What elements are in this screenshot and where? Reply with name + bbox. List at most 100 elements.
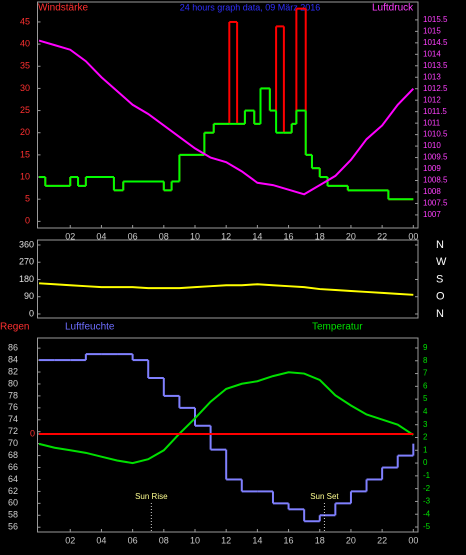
y2-tick-label: -3 [423,497,431,506]
series-label: Windstärke [38,3,88,14]
x-tick-label: 10 [190,535,200,545]
y-tick-label: 62 [8,486,18,496]
y-tick-label: 15 [20,149,30,159]
y2-tick-label: -4 [423,509,431,518]
y2-tick-label: 2 [423,433,428,442]
y2-tick-label: -1 [423,471,431,480]
y-tick-label: 0 [25,216,30,226]
y-tick-label: 45 [20,16,30,26]
y-tick-label: 84 [8,354,18,364]
y-tick-label: 60 [8,498,18,508]
series-label: Regen [0,322,29,333]
y2-tick-label: 1015 [423,26,441,35]
annotation: Sun Set [310,492,339,501]
series-line [38,282,414,296]
y-tick-label: 40 [20,38,30,48]
x-tick-label: 04 [96,231,106,241]
y2-tick-label: 1014.5 [423,38,448,47]
x-tick-label: 20 [346,231,356,241]
y-tick-label: 90 [24,291,34,301]
x-tick-label: 12 [221,535,231,545]
y2-tick-label: -2 [423,484,431,493]
y2-tick-label: 1007.5 [423,199,448,208]
x-tick-label: 02 [65,535,75,545]
y2-tick-label: 1015.5 [423,15,448,24]
plot-frame [37,239,419,319]
y2-tick-label: 1013 [423,72,441,81]
x-tick-label: 16 [284,231,294,241]
x-tick-label: 02 [65,231,75,241]
x-tick-label: 00 [408,535,418,545]
y2-tick-label: -5 [423,522,431,531]
y2-tick-label: 1007 [423,210,441,219]
y-tick-label: 0 [29,308,34,318]
y-tick-label: 35 [20,61,30,71]
y2-tick-label: N [436,239,444,251]
x-tick-label: 22 [377,231,387,241]
y-tick-label: 68 [8,450,18,460]
x-tick-label: 06 [128,535,138,545]
y-tick-label: 25 [20,105,30,115]
series-label: Temperatur [312,322,363,333]
y2-tick-label: 4 [423,407,428,416]
series-line [38,371,414,465]
series-label: Luftfeuchte [65,322,115,333]
y2-tick-label: 5 [423,394,428,403]
y-tick-label: 70 [8,438,18,448]
x-tick-label: 04 [96,535,106,545]
y-tick-label: 180 [19,274,34,284]
plot-frame [37,1,419,229]
y-tick-label: 66 [8,462,18,472]
y-tick-label: 72 [8,426,18,436]
x-tick-label: 20 [346,535,356,545]
y2-tick-label: 1011.5 [423,107,447,116]
annotation: Sun Rise [135,492,168,501]
x-tick-label: 10 [190,231,200,241]
y2-tick-label: 1010.5 [423,130,448,139]
y2-tick-label: 1008.5 [423,176,448,185]
y2-tick-label: N [436,308,444,320]
x-tick-label: 16 [284,535,294,545]
series-line [38,39,415,196]
y2-tick-label: W [436,256,447,268]
y2-tick-label: 1009 [423,164,441,173]
y2-tick-label: 1013.5 [423,61,448,70]
x-tick-label: 08 [159,231,169,241]
y-tick-label: 64 [8,474,18,484]
y2-tick-label: 1011 [423,118,441,127]
y2-tick-label: 1014 [423,49,441,58]
y2-tick-label: 1010 [423,141,441,150]
y2-tick-label: 6 [423,381,428,390]
y-tick-label: 270 [19,257,34,267]
y2-tick-label: O [436,291,445,303]
y2-tick-label: S [436,273,443,285]
y-tick-label: 10 [20,171,30,181]
y2-tick-label: 0 [423,458,428,467]
y2-tick-label: 3 [423,420,428,429]
y2-tick-label: 1 [423,445,428,454]
x-tick-label: 18 [315,535,325,545]
x-tick-label: 12 [221,231,231,241]
y2-tick-label: 1012.5 [423,84,448,93]
y-tick-label: 58 [8,510,18,520]
y-tick-label: 360 [19,239,34,249]
plot-frame [37,337,419,533]
y-tick-label: 30 [20,83,30,93]
x-tick-label: 06 [128,231,138,241]
y-tick-label: 86 [8,343,18,353]
y-tick-label: 76 [8,402,18,412]
x-tick-label: 18 [315,231,325,241]
y3-tick-label: 0 [30,428,35,438]
y2-tick-label: 1009.5 [423,153,448,162]
x-tick-label: 08 [159,535,169,545]
y-tick-label: 74 [8,414,18,424]
y2-tick-label: 1012 [423,95,441,104]
y-tick-label: 80 [8,378,18,388]
y2-tick-label: 9 [423,343,428,352]
x-tick-label: 00 [408,231,418,241]
y2-tick-label: 7 [423,369,428,378]
y2-tick-label: 1008 [423,187,441,196]
series-label: Luftdruck [372,3,414,14]
